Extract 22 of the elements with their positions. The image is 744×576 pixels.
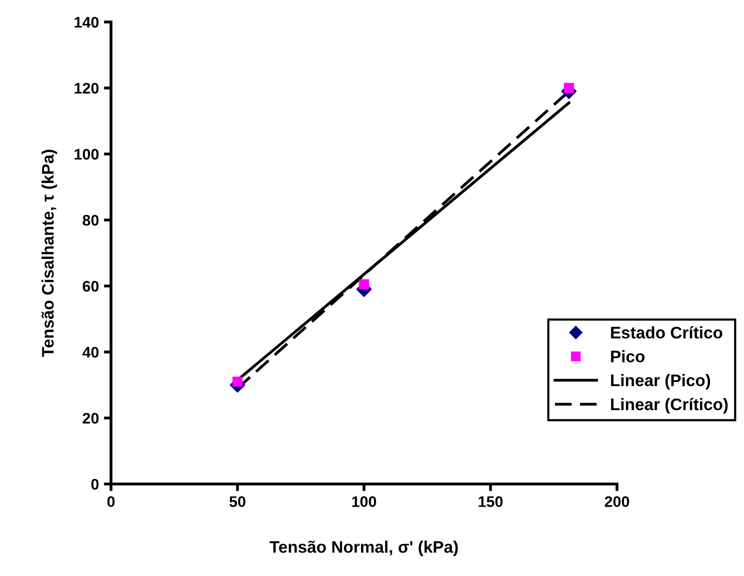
y-tick-label: 40 [82,346,99,358]
x-tick-label: 100 [352,496,376,508]
legend-label: Linear (Pico) [611,374,710,390]
x-axis-title: Tensão Normal, σ' (kPa) [270,540,458,556]
x-tick-label: 0 [107,496,115,508]
legend-label: Linear (Crítico) [611,398,728,414]
x-tick-label: 150 [478,496,503,508]
y-tick-label: 20 [82,412,99,424]
y-tick-label: 140 [74,16,99,28]
point [564,82,574,94]
y-tick-label: 120 [74,82,99,94]
y-axis-title: Tensão Cisalhante, τ (kPa) [42,150,58,357]
point [358,279,370,290]
y-tick-label: 80 [82,214,99,226]
y-tick-label: 0 [91,478,99,490]
y-tick-label: 60 [82,280,99,292]
y-tick-label: 100 [74,148,99,160]
legend-label: Pico [611,350,645,362]
legend-label: Estado Crítico [611,326,722,339]
point [232,376,243,387]
x-tick-label: 200 [604,496,630,508]
x-tick-label: 50 [229,496,246,508]
